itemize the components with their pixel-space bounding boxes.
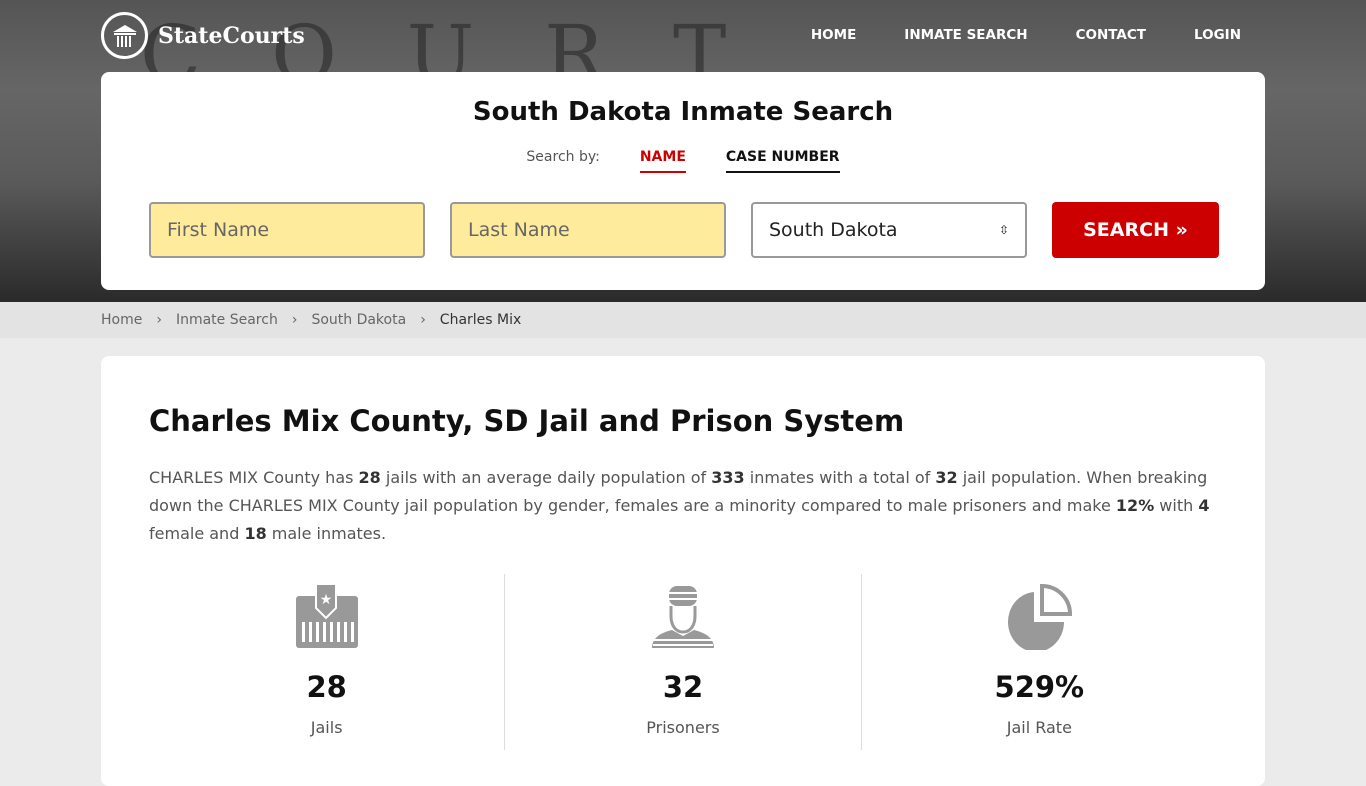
hero: COURT HOUSE StateCourts HOME INMATE SEAR… xyxy=(0,0,1366,302)
summary-paragraph: CHARLES MIX County has 28 jails with an … xyxy=(149,468,1210,543)
prisoners-label: Prisoners xyxy=(646,718,720,737)
stat-prisoners: 32 Prisoners xyxy=(505,574,862,750)
nav-login[interactable]: LOGIN xyxy=(1194,27,1241,43)
county-summary: Charles Mix County, SD Jail and Prison S… xyxy=(101,356,1265,786)
breadcrumb: Home › Inmate Search › South Dakota › Charl… xyxy=(0,302,1366,338)
jail-rate-label: Jail Rate xyxy=(1006,718,1072,737)
nav-home[interactable]: HOME xyxy=(810,27,857,43)
search-by-label: Search by: xyxy=(526,149,600,165)
svg-text:★: ★ xyxy=(319,592,332,608)
state-select[interactable]: South Dakota ⇳ xyxy=(751,202,1027,258)
brand-name: StateCourts xyxy=(158,22,305,49)
jails-count: 28 xyxy=(306,670,347,704)
nav-contact[interactable]: CONTACT xyxy=(1075,27,1146,43)
courthouse-icon xyxy=(101,12,148,59)
stat-jail-rate: 529% Jail Rate xyxy=(862,574,1217,750)
page-title: Charles Mix County, SD Jail and Prison S… xyxy=(149,404,905,438)
jails-label: Jails xyxy=(310,718,343,737)
search-card: South Dakota Inmate Search Search by: NA… xyxy=(101,72,1265,290)
chevron-right-icon: › xyxy=(291,312,298,328)
breadcrumb-current: Charles Mix xyxy=(439,312,522,328)
last-name-input[interactable]: Last Name xyxy=(450,202,726,258)
jail-icon: ★ xyxy=(295,583,358,648)
breadcrumb-south-dakota[interactable]: South Dakota xyxy=(311,312,407,328)
prisoners-count: 32 xyxy=(662,670,704,704)
tab-case-number[interactable]: CASE NUMBER xyxy=(725,149,840,173)
breadcrumb-inmate-search[interactable]: Inmate Search xyxy=(175,312,278,328)
search-button[interactable]: SEARCH » xyxy=(1052,202,1219,258)
search-button-label: SEARCH xyxy=(1083,219,1169,241)
jail-rate-value: 529% xyxy=(994,670,1085,704)
stat-jails: ★ 28 Jails xyxy=(149,574,506,750)
first-name-input[interactable]: First Name xyxy=(149,202,425,258)
tab-name[interactable]: NAME xyxy=(639,149,686,173)
state-select-value: South Dakota xyxy=(769,219,898,241)
search-title: South Dakota Inmate Search xyxy=(472,97,894,127)
chevron-right-icon: › xyxy=(156,312,162,328)
prisoner-icon xyxy=(651,586,714,648)
breadcrumb-home[interactable]: Home xyxy=(101,312,143,328)
pie-chart-icon xyxy=(1008,583,1073,652)
select-arrows-icon: ⇳ xyxy=(998,223,1009,237)
nav-inmate-search[interactable]: INMATE SEARCH xyxy=(904,27,1028,43)
double-chevron-right-icon: » xyxy=(1175,219,1188,241)
logo[interactable]: StateCourts xyxy=(101,12,305,59)
top-nav: StateCourts HOME INMATE SEARCH CONTACT L… xyxy=(0,0,1366,72)
chevron-right-icon: › xyxy=(420,312,426,328)
